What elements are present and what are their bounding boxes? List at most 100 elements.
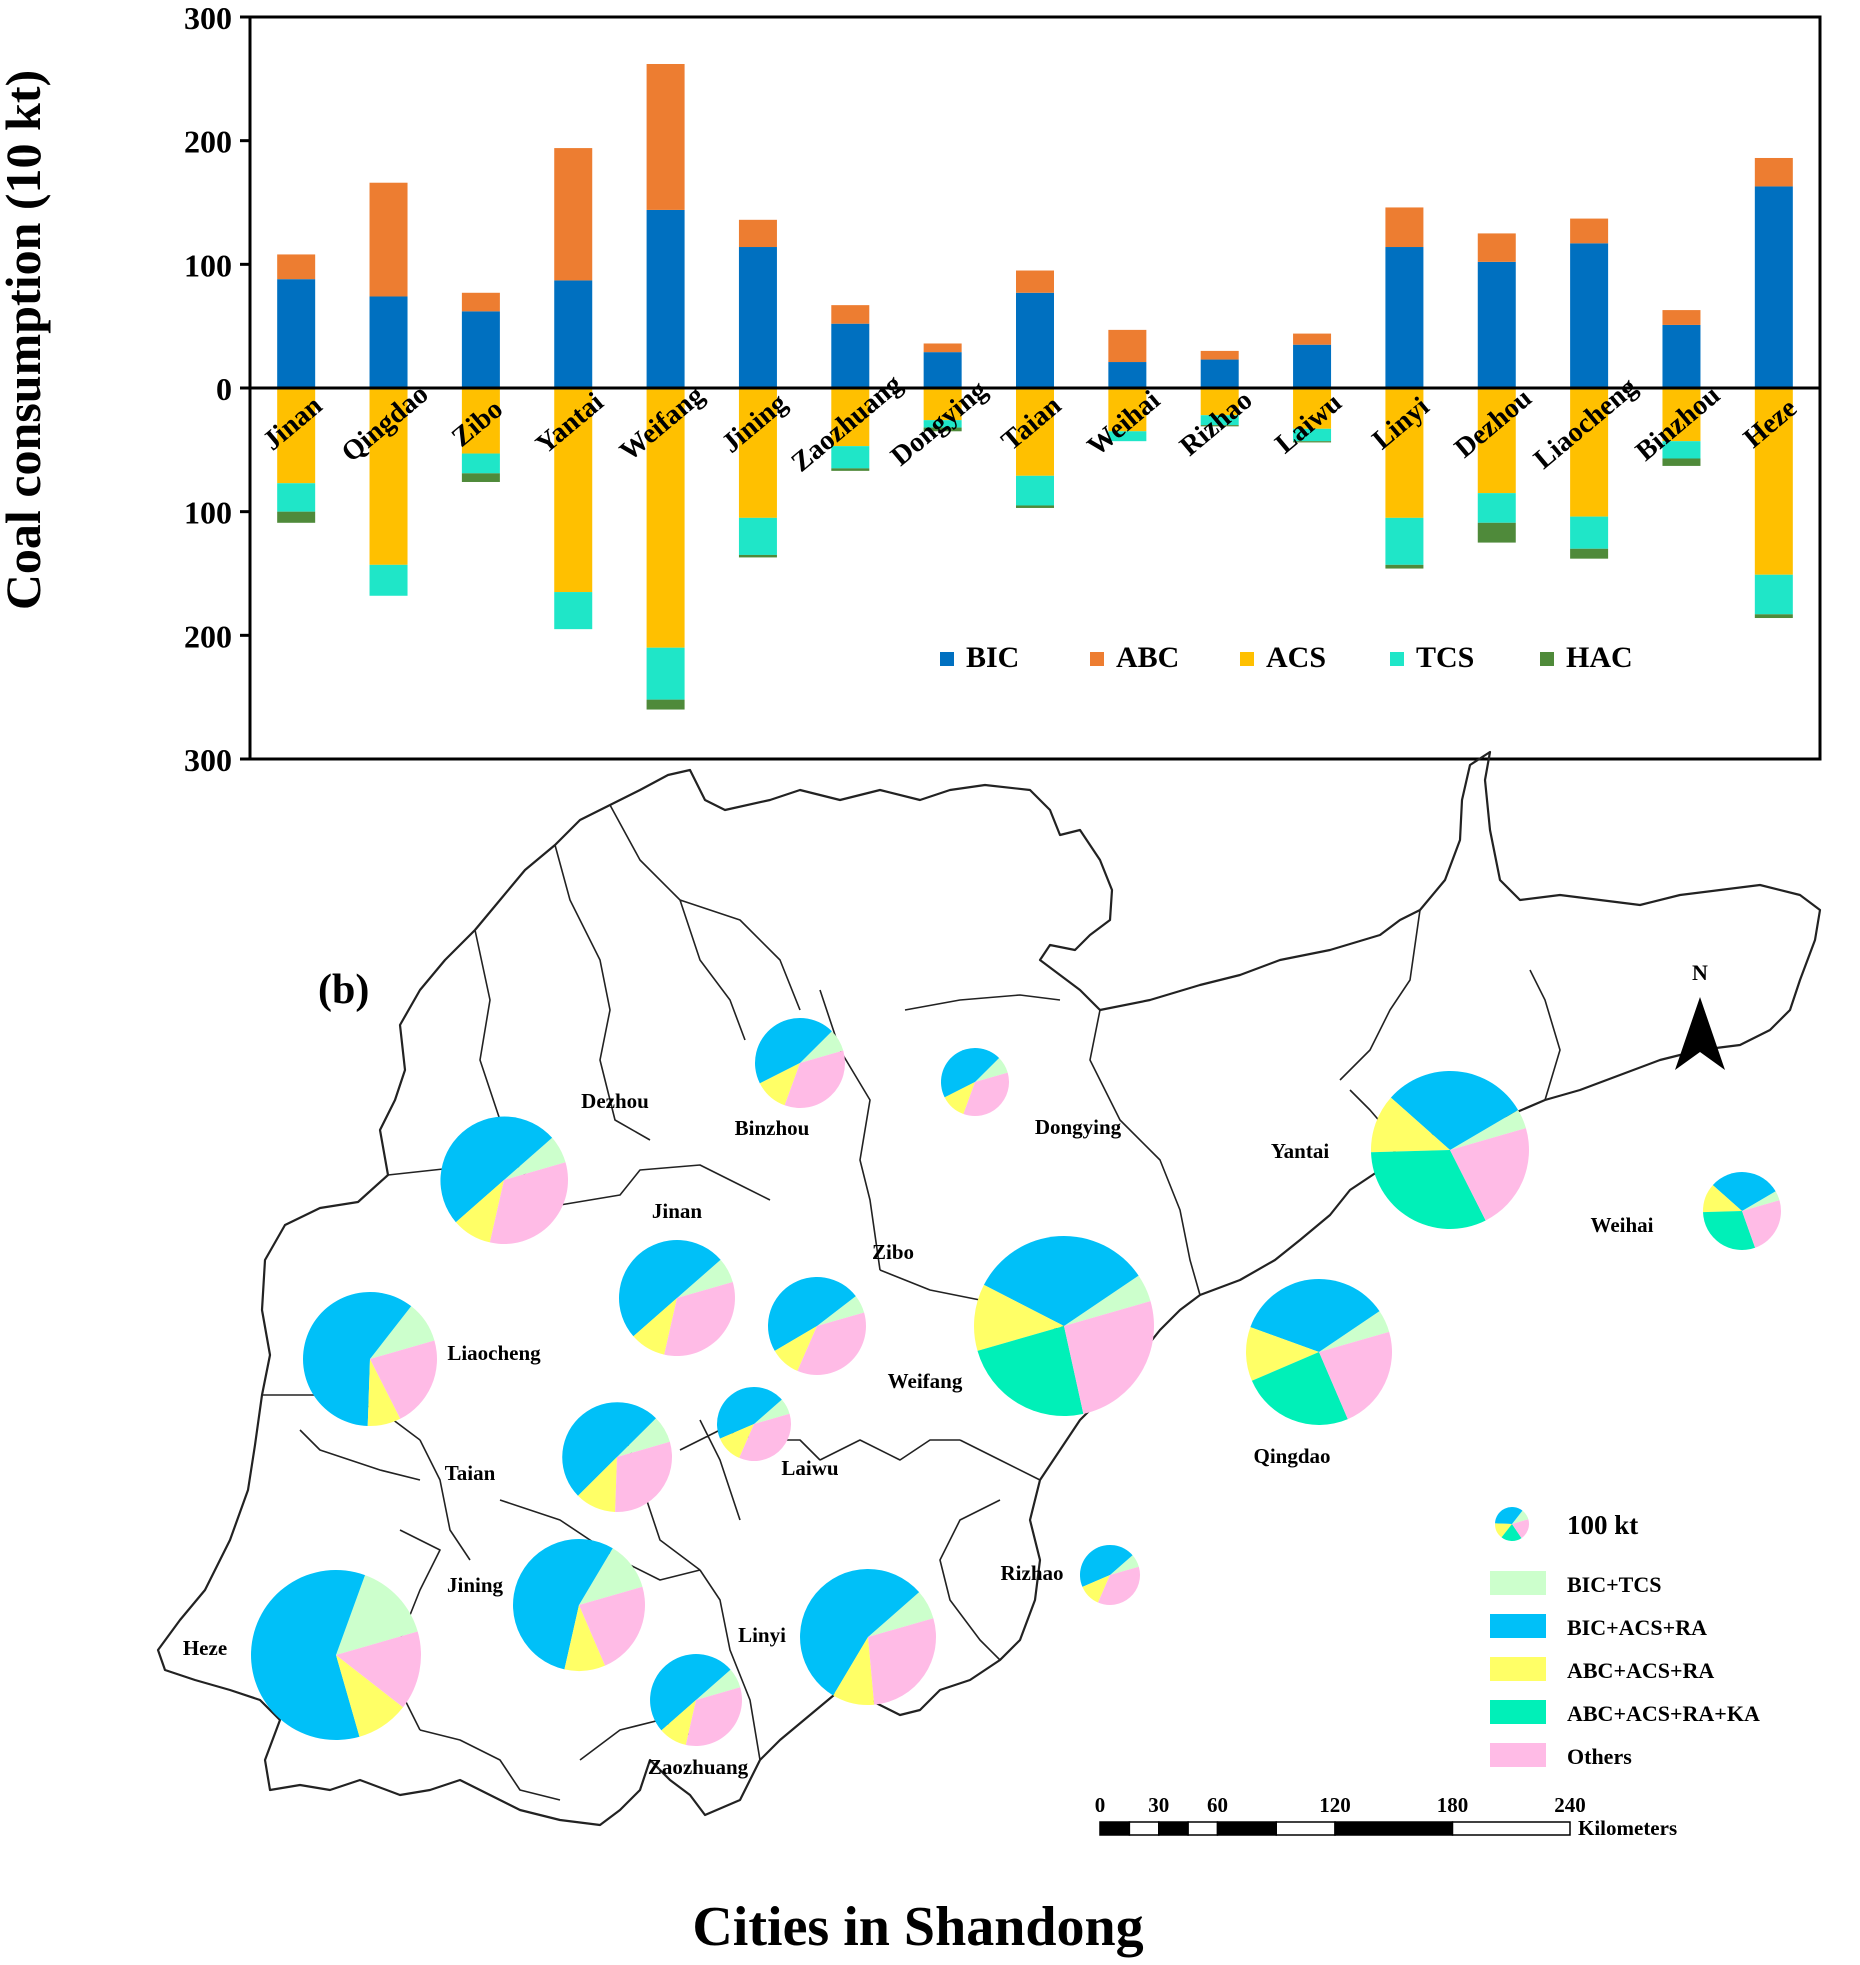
scale-bar-segment — [1099, 1821, 1131, 1836]
pie-qingdao-slice-3 — [1251, 1352, 1348, 1426]
scale-bar-segment — [1158, 1821, 1189, 1836]
city-label-laiwu: Laiwu — [781, 1456, 839, 1480]
city-pie-charts — [251, 1018, 1781, 1746]
pie-jinan-slice-2 — [633, 1298, 677, 1355]
scale-tick-label: 180 — [1437, 1793, 1469, 1817]
bar-bic-laiwu — [1293, 344, 1332, 388]
bar-tcs-weihai — [1108, 431, 1147, 442]
legend-swatch-acs — [1240, 652, 1254, 666]
pie-jining-slice-0 — [579, 1548, 643, 1605]
pie-rizhao-slice-1 — [1079, 1544, 1133, 1587]
bar-acs-weifang — [646, 388, 685, 648]
legend-label-acs: ACS — [1266, 641, 1326, 674]
scale-bar-segment — [1275, 1821, 1336, 1836]
pie-laiwu-slice-0 — [754, 1399, 790, 1424]
scale-bar-segment — [1334, 1821, 1454, 1836]
bar-tcs-zibo — [461, 453, 500, 474]
pie-zibo-slice-1 — [768, 1276, 856, 1351]
bar-abc-qingdao — [369, 182, 408, 297]
bar-acs-linyi — [1385, 388, 1424, 518]
pie-dezhou — [440, 1116, 569, 1245]
pie-binzhou-slice-0 — [800, 1031, 844, 1063]
y-tick-label: 200 — [184, 124, 232, 160]
pie-legend-label: BIC+TCS — [1567, 1572, 1661, 1597]
city-label-jinan: Jinan — [652, 1199, 703, 1223]
bar-acs-zibo — [461, 388, 500, 454]
panel-label: (b) — [318, 967, 369, 1013]
bar-hac-weifang — [646, 699, 685, 710]
pie-heze — [251, 1569, 421, 1740]
size-legend-pie-slice-3 — [1501, 1524, 1522, 1542]
pie-jinan-slice-0 — [677, 1259, 733, 1298]
pie-dezhou-slice-2 — [455, 1180, 504, 1243]
pie-binzhou-slice-2 — [759, 1063, 800, 1106]
pie-zibo-slice-4 — [797, 1312, 866, 1376]
pie-dongying-slice-2 — [944, 1082, 975, 1114]
city-labels: Dezhou Binzhou Dongying Yantai Weihai Jinan Zi… — [183, 1089, 1654, 1779]
bar-bic-rizhao — [1200, 359, 1239, 388]
pie-yantai-slice-1 — [1390, 1070, 1519, 1150]
pie-dezhou-slice-4 — [489, 1162, 569, 1245]
bar-abc-binzhou — [1662, 310, 1701, 325]
scale-tick-label: 0 — [1095, 1793, 1106, 1817]
pie-linyi-slice-1 — [800, 1569, 920, 1696]
bar-acs-heze — [1754, 388, 1793, 575]
pie-binzhou-slice-1 — [755, 1018, 832, 1084]
scale-bar-segment — [1128, 1821, 1160, 1836]
pie-heze-slice-2 — [336, 1655, 404, 1737]
bar-tcs-liaocheng — [1570, 516, 1609, 549]
bar-chart-legend: BIC ABC ACS TCS HAC — [940, 641, 1633, 674]
bar-abc-dongying — [923, 343, 962, 353]
pie-rizhao — [1079, 1544, 1140, 1605]
pie-jinan-slice-1 — [618, 1239, 721, 1337]
bar-bic-weifang — [646, 209, 685, 388]
pie-liaocheng-slice-4 — [370, 1340, 437, 1419]
pie-weifang-slice-2 — [974, 1284, 1064, 1351]
pie-laiwu-slice-2 — [720, 1424, 754, 1458]
bar-acs-taian — [1016, 388, 1054, 476]
size-legend-label: 100 kt — [1567, 1510, 1638, 1540]
pie-rizhao-slice-2 — [1082, 1575, 1110, 1603]
pie-jinan-slice-4 — [664, 1281, 735, 1357]
pie-zaozhuang-slice-4 — [685, 1687, 742, 1746]
pie-yantai — [1370, 1070, 1529, 1230]
pie-taian-slice-0 — [617, 1418, 670, 1457]
bar-acs-yantai — [554, 388, 593, 593]
bar-hac-laiwu — [1293, 441, 1332, 443]
bar-bic-dezhou — [1477, 261, 1516, 388]
pie-legend-label: BIC+ACS+RA — [1567, 1615, 1707, 1640]
bar-abc-taian — [1016, 270, 1054, 293]
north-arrow: N — [1675, 960, 1725, 1070]
bar-tcs-heze — [1754, 574, 1793, 615]
pie-weihai-slice-2 — [1703, 1185, 1742, 1213]
bar-acs-dongying — [923, 388, 962, 421]
y-tick-label: 200 — [184, 618, 232, 654]
city-label-linyi: Linyi — [738, 1623, 786, 1647]
pie-dongying-slice-1 — [940, 1047, 1000, 1098]
pie-taian-slice-1 — [562, 1402, 656, 1496]
y-axis-ticks: 300 200 100 0 100 200 300 — [184, 0, 250, 778]
pie-weifang-slice-1 — [983, 1235, 1139, 1326]
bar-bic-binzhou — [1662, 324, 1701, 388]
pie-zibo-slice-2 — [774, 1326, 817, 1371]
bar-tcs-qingdao — [369, 564, 408, 596]
bar-hac-dezhou — [1477, 522, 1516, 543]
city-label-dongying: Dongying — [1035, 1115, 1122, 1139]
pie-rizhao-slice-0 — [1110, 1555, 1139, 1575]
pie-liaocheng-slice-0 — [370, 1306, 435, 1359]
pie-linyi — [800, 1569, 936, 1706]
bar-abc-zaozhuang — [831, 305, 870, 324]
city-label-taian: Taian — [445, 1461, 496, 1485]
bar-acs-jinan — [277, 388, 316, 484]
city-label-heze: Heze — [183, 1636, 227, 1660]
pie-legend-swatch — [1490, 1743, 1546, 1767]
pie-taian-slice-2 — [578, 1457, 617, 1512]
y-tick-label: 300 — [184, 0, 232, 36]
pie-jining-slice-4 — [579, 1586, 646, 1666]
city-label-weifang: Weifang — [888, 1369, 963, 1393]
size-legend-pie-slice-4 — [1512, 1519, 1530, 1539]
pie-linyi-slice-0 — [868, 1592, 934, 1637]
legend-label-tcs: TCS — [1416, 641, 1474, 674]
bar-bic-taian — [1016, 292, 1054, 388]
bar-abc-liaocheng — [1570, 218, 1609, 244]
